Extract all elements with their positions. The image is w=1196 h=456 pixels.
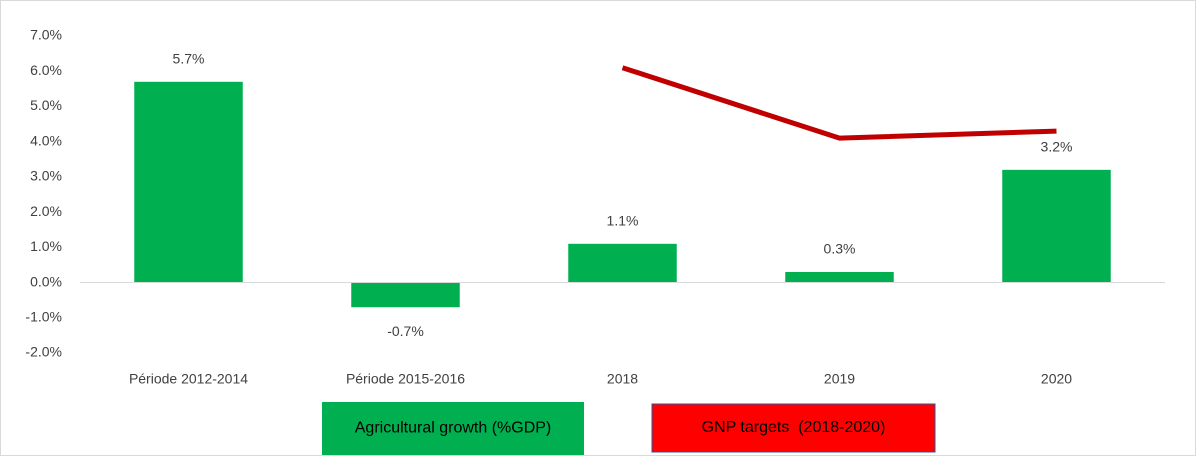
y-tick-label: 0.0% — [30, 273, 62, 289]
x-tick-label: Période 2015-2016 — [346, 371, 465, 387]
legend-label: GNP targets (2018-2020) — [702, 419, 886, 436]
y-tick-label: -2.0% — [25, 344, 62, 360]
y-tick-label: 4.0% — [30, 132, 62, 148]
x-tick-label: 2019 — [824, 371, 855, 387]
y-tick-label: 5.0% — [30, 97, 62, 113]
y-tick-label: 6.0% — [30, 62, 62, 78]
bar — [785, 271, 894, 283]
line — [621, 65, 1057, 141]
y-tick-label: 7.0% — [30, 27, 62, 43]
bar — [568, 243, 677, 283]
legend-swatch — [651, 403, 936, 453]
y-tick-label: -1.0% — [25, 308, 62, 324]
legend-label: Agricultural growth (%GDP) — [355, 420, 552, 437]
bar — [351, 282, 460, 308]
x-tick-label: 2018 — [607, 371, 638, 387]
legend-swatch — [322, 402, 584, 455]
x-tick-label: 2020 — [1041, 371, 1072, 387]
data-label: 3.2% — [1041, 139, 1073, 155]
bar — [1002, 169, 1111, 283]
data-label: 1.1% — [607, 213, 639, 229]
data-label: -0.7% — [387, 323, 424, 339]
data-label: 0.3% — [824, 241, 856, 257]
y-tick-label: 2.0% — [30, 203, 62, 219]
data-label: 5.7% — [173, 50, 205, 66]
y-tick-label: 3.0% — [30, 168, 62, 184]
bar — [134, 81, 243, 283]
x-tick-label: Période 2012-2014 — [129, 371, 248, 387]
y-tick-label: 1.0% — [30, 238, 62, 254]
